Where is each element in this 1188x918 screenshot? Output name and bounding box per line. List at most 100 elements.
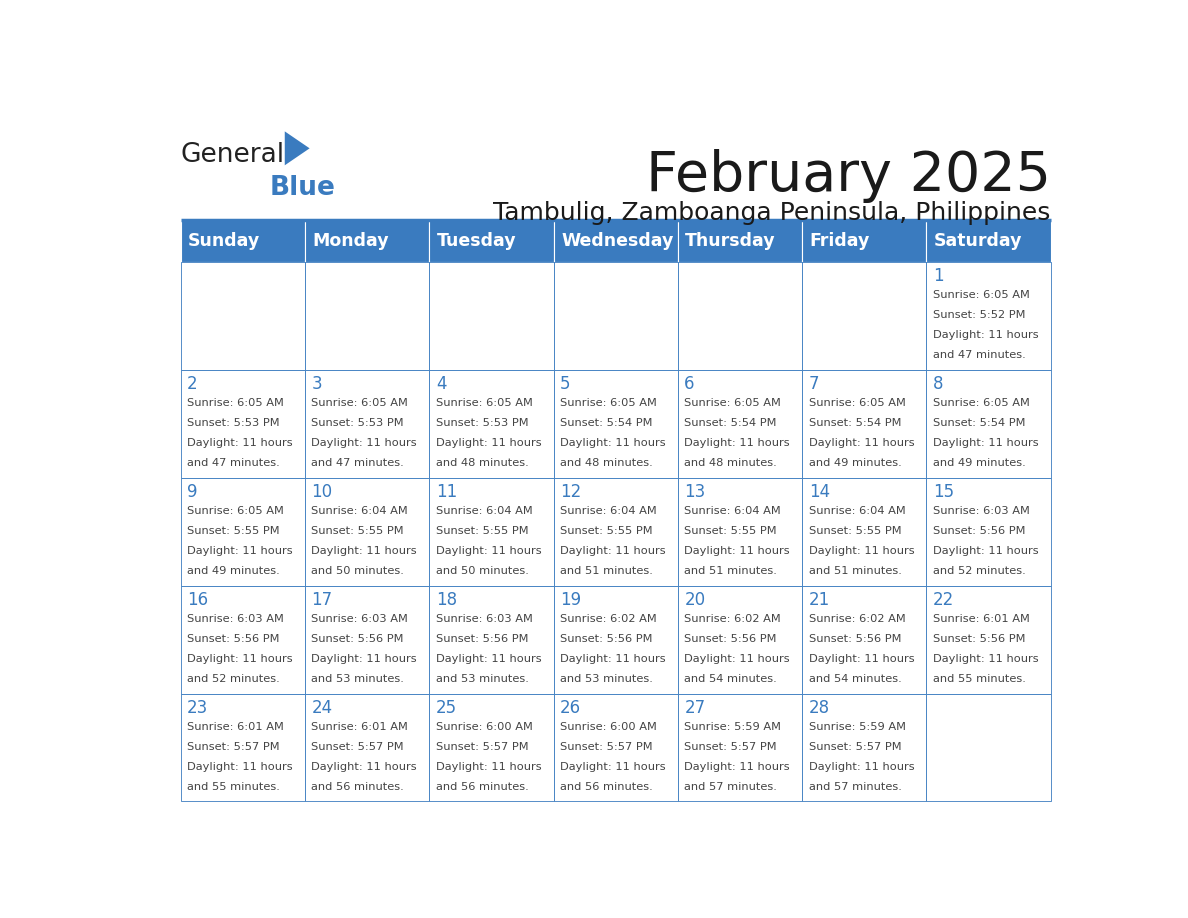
Text: and 56 minutes.: and 56 minutes. bbox=[436, 782, 529, 791]
Bar bbox=[927, 586, 1050, 694]
Text: 28: 28 bbox=[809, 699, 829, 717]
Text: 19: 19 bbox=[560, 590, 581, 609]
Text: and 54 minutes.: and 54 minutes. bbox=[809, 674, 902, 684]
Text: Friday: Friday bbox=[810, 232, 870, 250]
Text: Daylight: 11 hours: Daylight: 11 hours bbox=[311, 438, 417, 448]
Text: Monday: Monday bbox=[312, 232, 390, 250]
Text: Sunrise: 6:00 AM: Sunrise: 6:00 AM bbox=[560, 722, 657, 732]
Text: Sunset: 5:57 PM: Sunset: 5:57 PM bbox=[560, 742, 652, 752]
Text: Sunrise: 6:04 AM: Sunrise: 6:04 AM bbox=[311, 506, 409, 516]
Text: Blue: Blue bbox=[270, 175, 336, 201]
Text: Sunset: 5:56 PM: Sunset: 5:56 PM bbox=[188, 634, 279, 644]
Text: Sunset: 5:54 PM: Sunset: 5:54 PM bbox=[809, 419, 902, 428]
Text: Daylight: 11 hours: Daylight: 11 hours bbox=[933, 546, 1038, 556]
Text: 17: 17 bbox=[311, 590, 333, 609]
Text: Sunrise: 6:00 AM: Sunrise: 6:00 AM bbox=[436, 722, 532, 732]
Bar bbox=[927, 478, 1050, 586]
Text: Sunset: 5:56 PM: Sunset: 5:56 PM bbox=[436, 634, 529, 644]
Text: and 47 minutes.: and 47 minutes. bbox=[188, 458, 280, 468]
Bar bbox=[181, 263, 305, 370]
Polygon shape bbox=[285, 131, 310, 165]
Text: Daylight: 11 hours: Daylight: 11 hours bbox=[684, 654, 790, 664]
Text: Sunset: 5:54 PM: Sunset: 5:54 PM bbox=[684, 419, 777, 428]
Text: Sunset: 5:57 PM: Sunset: 5:57 PM bbox=[809, 742, 902, 752]
Bar bbox=[802, 478, 927, 586]
Text: and 48 minutes.: and 48 minutes. bbox=[436, 458, 529, 468]
Bar bbox=[678, 370, 802, 478]
Text: 18: 18 bbox=[436, 590, 457, 609]
Text: and 50 minutes.: and 50 minutes. bbox=[311, 566, 404, 576]
Text: Sunset: 5:56 PM: Sunset: 5:56 PM bbox=[933, 634, 1025, 644]
Text: Sunrise: 6:02 AM: Sunrise: 6:02 AM bbox=[809, 614, 905, 624]
Text: and 57 minutes.: and 57 minutes. bbox=[684, 782, 777, 791]
Bar bbox=[802, 370, 927, 478]
Text: Daylight: 11 hours: Daylight: 11 hours bbox=[809, 546, 915, 556]
Text: 23: 23 bbox=[188, 699, 208, 717]
Text: 15: 15 bbox=[933, 483, 954, 501]
Bar bbox=[305, 370, 429, 478]
Bar bbox=[678, 586, 802, 694]
Text: and 49 minutes.: and 49 minutes. bbox=[188, 566, 280, 576]
Bar bbox=[305, 219, 429, 263]
Bar bbox=[554, 586, 678, 694]
Text: 25: 25 bbox=[436, 699, 457, 717]
Text: 24: 24 bbox=[311, 699, 333, 717]
Text: Daylight: 11 hours: Daylight: 11 hours bbox=[809, 438, 915, 448]
Text: Sunset: 5:57 PM: Sunset: 5:57 PM bbox=[436, 742, 529, 752]
Bar bbox=[429, 370, 554, 478]
Text: General: General bbox=[181, 142, 285, 168]
Bar bbox=[181, 370, 305, 478]
Text: 11: 11 bbox=[436, 483, 457, 501]
Text: Sunrise: 6:01 AM: Sunrise: 6:01 AM bbox=[933, 614, 1030, 624]
Text: Sunrise: 6:02 AM: Sunrise: 6:02 AM bbox=[560, 614, 657, 624]
Text: Daylight: 11 hours: Daylight: 11 hours bbox=[188, 762, 292, 772]
Text: 9: 9 bbox=[188, 483, 197, 501]
Bar bbox=[429, 694, 554, 801]
Text: 27: 27 bbox=[684, 699, 706, 717]
Bar bbox=[554, 370, 678, 478]
Text: and 47 minutes.: and 47 minutes. bbox=[933, 351, 1025, 360]
Bar bbox=[429, 219, 554, 263]
Text: Sunrise: 5:59 AM: Sunrise: 5:59 AM bbox=[684, 722, 782, 732]
Bar bbox=[305, 694, 429, 801]
Text: Daylight: 11 hours: Daylight: 11 hours bbox=[311, 654, 417, 664]
Text: Sunset: 5:55 PM: Sunset: 5:55 PM bbox=[560, 526, 652, 536]
Bar bbox=[305, 263, 429, 370]
Bar bbox=[181, 478, 305, 586]
Bar bbox=[181, 694, 305, 801]
Text: Sunset: 5:56 PM: Sunset: 5:56 PM bbox=[933, 526, 1025, 536]
Bar bbox=[305, 478, 429, 586]
Bar bbox=[554, 263, 678, 370]
Text: Sunrise: 6:04 AM: Sunrise: 6:04 AM bbox=[809, 506, 905, 516]
Text: Daylight: 11 hours: Daylight: 11 hours bbox=[809, 762, 915, 772]
Bar bbox=[927, 263, 1050, 370]
Text: Sunrise: 6:03 AM: Sunrise: 6:03 AM bbox=[933, 506, 1030, 516]
Text: Daylight: 11 hours: Daylight: 11 hours bbox=[933, 438, 1038, 448]
Text: Thursday: Thursday bbox=[685, 232, 776, 250]
Text: and 53 minutes.: and 53 minutes. bbox=[436, 674, 529, 684]
Text: and 54 minutes.: and 54 minutes. bbox=[684, 674, 777, 684]
Bar bbox=[429, 586, 554, 694]
Bar bbox=[678, 219, 802, 263]
Text: Saturday: Saturday bbox=[934, 232, 1023, 250]
Bar bbox=[554, 219, 678, 263]
Text: Daylight: 11 hours: Daylight: 11 hours bbox=[311, 546, 417, 556]
Text: Sunrise: 6:03 AM: Sunrise: 6:03 AM bbox=[436, 614, 532, 624]
Text: Sunset: 5:55 PM: Sunset: 5:55 PM bbox=[684, 526, 777, 536]
Text: Sunrise: 6:04 AM: Sunrise: 6:04 AM bbox=[684, 506, 781, 516]
Text: Sunset: 5:56 PM: Sunset: 5:56 PM bbox=[809, 634, 902, 644]
Text: Daylight: 11 hours: Daylight: 11 hours bbox=[560, 654, 665, 664]
Text: 26: 26 bbox=[560, 699, 581, 717]
Text: 16: 16 bbox=[188, 590, 208, 609]
Bar bbox=[678, 694, 802, 801]
Text: Daylight: 11 hours: Daylight: 11 hours bbox=[560, 438, 665, 448]
Text: Tambulig, Zamboanga Peninsula, Philippines: Tambulig, Zamboanga Peninsula, Philippin… bbox=[493, 201, 1051, 225]
Text: and 55 minutes.: and 55 minutes. bbox=[933, 674, 1025, 684]
Text: Sunrise: 6:05 AM: Sunrise: 6:05 AM bbox=[809, 398, 905, 409]
Text: Daylight: 11 hours: Daylight: 11 hours bbox=[684, 546, 790, 556]
Bar bbox=[802, 219, 927, 263]
Text: Daylight: 11 hours: Daylight: 11 hours bbox=[436, 654, 542, 664]
Text: Tuesday: Tuesday bbox=[437, 232, 517, 250]
Text: Sunday: Sunday bbox=[188, 232, 260, 250]
Text: Daylight: 11 hours: Daylight: 11 hours bbox=[188, 654, 292, 664]
